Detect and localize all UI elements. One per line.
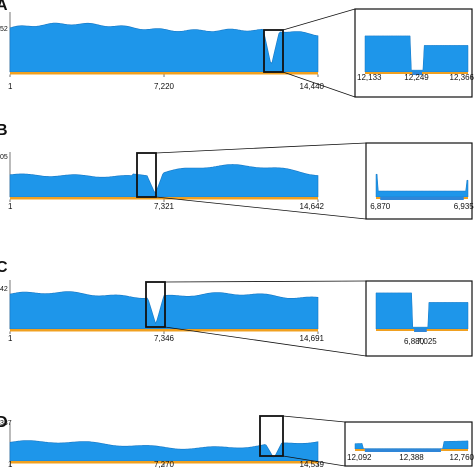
x-tick-label: 14,440 <box>300 82 325 91</box>
zoom-connector <box>155 196 367 220</box>
inset-tick-label: 12,249 <box>404 73 429 82</box>
deletion-marker <box>380 197 464 200</box>
zoom-highlight-box <box>259 415 284 457</box>
inset-tick-label: 7,025 <box>417 337 438 346</box>
inset-tick-label: 6,880 <box>404 337 425 346</box>
zoom-connector <box>282 71 356 98</box>
x-tick-label: 7,321 <box>154 202 175 211</box>
inset-tick-label: 12,092 <box>347 453 372 462</box>
genome-baseline <box>10 329 318 332</box>
inset-coverage-area <box>354 440 469 450</box>
inset-tick-label: 6,870 <box>370 202 391 211</box>
genome-baseline <box>10 197 318 200</box>
x-tick-label: 1 <box>8 460 13 469</box>
inset-coverage-area <box>375 173 469 198</box>
panel-letter: D <box>0 414 8 431</box>
x-tick-label: 1 <box>8 202 13 211</box>
genome-baseline <box>10 461 318 464</box>
x-tick-label: 14,642 <box>300 202 325 211</box>
y-max-label: 337 <box>0 420 12 427</box>
y-max-label: 05 <box>0 154 8 161</box>
coverage-area <box>9 22 319 73</box>
x-tick-label: 1 <box>8 334 13 343</box>
panel-b: B 05 1 7,321 14,642 6,870 6,935 <box>0 122 474 220</box>
zoom-highlight-box <box>145 281 166 328</box>
deletion-marker <box>414 329 427 332</box>
inset-tick-label: 12,133 <box>357 73 382 82</box>
coverage-area <box>9 291 319 330</box>
panel-letter: B <box>0 122 8 139</box>
x-tick-label: 14,691 <box>300 334 325 343</box>
panel-a: A 52 1 7,220 14,440 12,133 12,249 12,366 <box>0 0 474 98</box>
coverage-area <box>9 440 319 462</box>
panel-letter: A <box>0 0 8 14</box>
zoom-connector <box>164 326 367 357</box>
inset-tick-label: 12,388 <box>399 453 424 462</box>
inset-coverage-area <box>364 35 469 73</box>
y-max-label: 52 <box>0 26 8 33</box>
genome-baseline <box>10 72 318 75</box>
zoom-highlight-box <box>136 152 157 198</box>
zoom-connector <box>282 415 346 423</box>
x-tick-label: 7,346 <box>154 334 175 343</box>
zoom-connector <box>282 455 346 467</box>
inset-tick-label: 6,935 <box>454 202 474 211</box>
x-tick-label: 14,539 <box>300 460 325 469</box>
zoom-highlight-box <box>263 29 284 73</box>
inset-frame <box>365 142 473 220</box>
inset-tick-label: 12,366 <box>450 73 474 82</box>
zoom-connector <box>164 280 367 283</box>
coverage-area <box>9 164 319 198</box>
deletion-marker <box>412 72 423 75</box>
inset-coverage-area <box>375 292 469 330</box>
x-tick-label: 1 <box>8 82 13 91</box>
deletion-marker <box>364 449 441 452</box>
x-tick-label: 7,270 <box>154 460 175 469</box>
y-max-label: 42 <box>0 286 8 293</box>
inset-tick-label: 12,760 <box>450 453 474 462</box>
panel-letter: C <box>0 259 8 276</box>
zoom-connector <box>155 142 367 154</box>
x-tick-label: 7,220 <box>154 82 175 91</box>
zoom-connector <box>282 8 356 31</box>
